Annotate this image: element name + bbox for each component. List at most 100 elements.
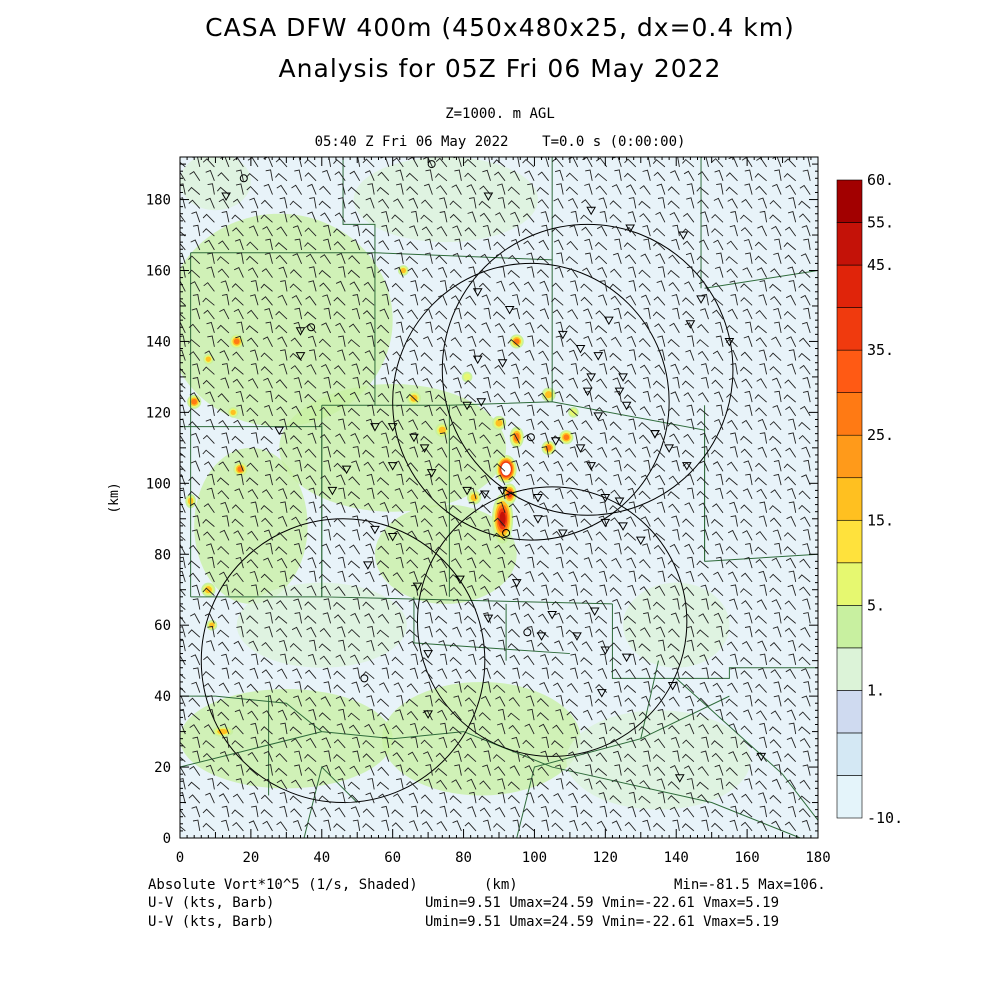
- wind-barb: [293, 321, 303, 334]
- wind-barb: [206, 487, 215, 500]
- wind-barb: [612, 626, 622, 638]
- wind-barb: [333, 823, 346, 832]
- wind-barb: [582, 751, 593, 762]
- wind-barb: [568, 598, 579, 610]
- wind-barb: [715, 473, 724, 486]
- wind-barb: [203, 282, 215, 292]
- wind-barb: [351, 681, 361, 693]
- wind-barb: [334, 807, 346, 818]
- wind-barb: [187, 408, 201, 417]
- wind-barb: [687, 335, 695, 347]
- wind-barb: [613, 529, 622, 541]
- wind-barb: [393, 419, 404, 431]
- wind-barb: [585, 252, 593, 264]
- wind-barb: [726, 268, 738, 278]
- wind-barb: [347, 712, 360, 721]
- wind-barb: [235, 556, 244, 569]
- wind-barb: [439, 792, 448, 804]
- wind-barb: [626, 516, 637, 527]
- wind-barb: [348, 724, 361, 735]
- wind-barb: [672, 157, 680, 167]
- station-circle: [360, 674, 369, 683]
- wind-barb: [421, 226, 433, 237]
- wind-barb: [696, 712, 709, 721]
- wind-barb: [304, 463, 317, 472]
- wind-barb: [219, 723, 230, 735]
- wind-barb: [580, 283, 593, 292]
- wind-barb: [681, 601, 695, 610]
- wind-barb: [265, 321, 273, 333]
- wind-barb: [682, 365, 695, 375]
- wind-barb: [217, 560, 230, 569]
- wind-barb: [568, 792, 579, 804]
- wind-barb: [670, 391, 680, 403]
- wind-barb: [379, 502, 390, 513]
- wind-barb: [628, 791, 637, 804]
- wind-barb: [536, 560, 549, 569]
- wind-barb: [420, 809, 433, 818]
- wind-barb: [595, 157, 608, 168]
- wind-barb: [363, 461, 375, 472]
- wind-barb: [425, 695, 433, 707]
- wind-barb: [434, 394, 448, 403]
- wind-barb: [410, 584, 419, 596]
- wind-barb: [364, 723, 375, 735]
- wind-barb: [347, 339, 360, 348]
- station-triangle: [547, 611, 558, 620]
- wind-barb: [497, 708, 506, 721]
- wind-barb: [231, 809, 244, 818]
- wind-barb: [333, 241, 346, 251]
- wind-barb: [483, 529, 491, 541]
- axes: [179, 156, 819, 839]
- wind-barb: [582, 267, 593, 278]
- colorbar-swatch: [836, 179, 863, 223]
- wind-barb: [219, 529, 230, 541]
- wind-barb: [376, 629, 390, 638]
- wind-barb: [305, 295, 317, 306]
- wind-barb: [205, 640, 215, 652]
- wind-barb: [788, 280, 797, 292]
- wind-barb: [580, 725, 593, 735]
- wind-barb: [265, 473, 273, 486]
- wind-barb: [323, 681, 332, 693]
- station-triangle: [586, 373, 597, 382]
- wind-barb: [409, 571, 419, 583]
- wind-barb: [565, 546, 579, 555]
- wind-barb: [638, 352, 651, 361]
- wind-barb: [362, 449, 375, 458]
- wind-barb: [289, 574, 302, 583]
- wind-barb: [202, 752, 215, 763]
- wind-barb: [507, 794, 520, 804]
- wind-barb: [614, 612, 622, 624]
- wind-barb: [652, 159, 666, 168]
- wind-barb: [483, 681, 491, 693]
- wind-barb: [553, 239, 564, 251]
- wind-barb: [454, 169, 462, 181]
- wind-barb: [349, 502, 361, 514]
- wind-barb: [366, 252, 375, 264]
- wind-barb: [220, 280, 230, 292]
- wind-barb: [638, 711, 651, 721]
- wind-barb: [261, 447, 273, 458]
- wind-barb: [246, 780, 259, 790]
- wind-barb: [584, 778, 593, 790]
- wind-barb: [774, 238, 782, 250]
- wind-barb: [740, 809, 753, 818]
- wind-barb: [192, 736, 201, 748]
- wind-barb: [758, 349, 768, 361]
- wind-barb: [261, 420, 273, 431]
- wind-barb: [291, 184, 302, 195]
- wind-barb: [264, 681, 273, 693]
- wind-barb: [522, 380, 535, 389]
- wind-barb: [653, 171, 666, 182]
- wind-barb: [338, 639, 346, 652]
- wind-barb: [784, 158, 797, 168]
- wind-barb: [730, 584, 738, 596]
- wind-barb: [610, 489, 622, 500]
- wind-barb: [349, 170, 361, 182]
- wind-barb: [218, 682, 230, 693]
- wind-barb: [180, 604, 186, 610]
- wind-barb: [394, 239, 404, 251]
- wind-barb: [216, 781, 230, 790]
- wind-barb: [565, 256, 578, 265]
